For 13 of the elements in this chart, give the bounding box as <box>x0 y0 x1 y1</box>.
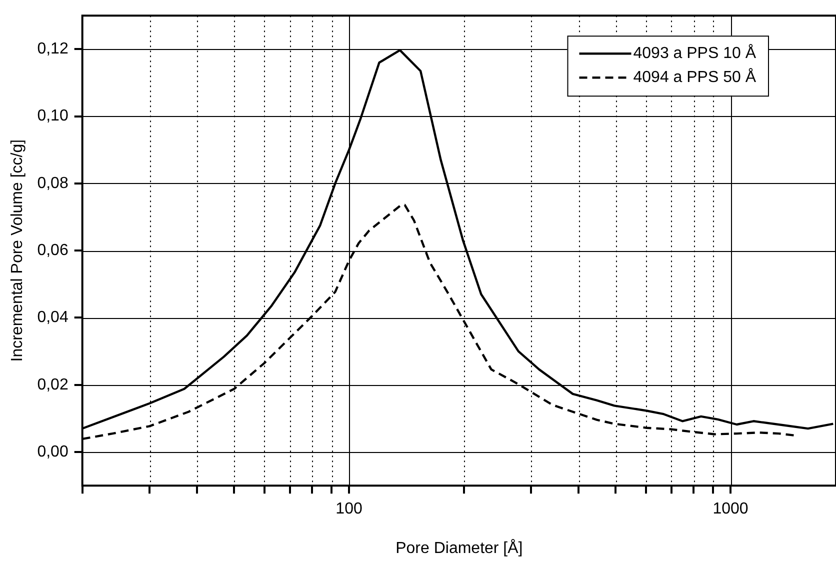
y-tick-label: 0,06 <box>37 242 68 260</box>
y-tick-label: 0,10 <box>37 108 68 125</box>
y-axis-title: Incremental Pore Volume [cc/g] <box>9 139 26 362</box>
y-tick-label: 0,04 <box>37 309 68 326</box>
x-axis-title: Pore Diameter [Å] <box>396 538 523 557</box>
x-tick-label: 1000 <box>712 500 748 518</box>
y-tick-label: 0,08 <box>37 174 68 192</box>
y-tick-label: 0,12 <box>37 40 68 58</box>
x-tick-label: 100 <box>336 500 362 518</box>
legend-label: 4093 a PPS 10 Å <box>633 44 756 62</box>
y-tick-label: 0,00 <box>37 443 68 460</box>
legend-label: 4094 a PPS 50 Å <box>633 68 756 86</box>
y-tick-label: 0,02 <box>37 376 68 394</box>
